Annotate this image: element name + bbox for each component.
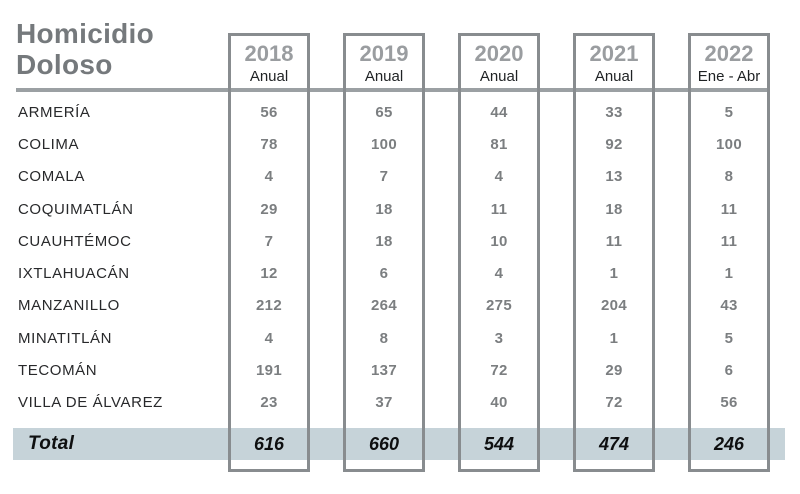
column-year: 2020 bbox=[474, 41, 524, 66]
total-value: 544 bbox=[483, 434, 515, 454]
cell-value: 4 bbox=[264, 168, 274, 185]
row-label: COQUIMATLÁN bbox=[18, 201, 134, 218]
cell-value: 78 bbox=[260, 136, 278, 153]
cell-value: 10 bbox=[490, 233, 508, 250]
row-label: TECOMÁN bbox=[18, 362, 98, 379]
cell-value: 4 bbox=[494, 265, 504, 282]
cell-value: 1 bbox=[609, 265, 619, 282]
cell-value: 18 bbox=[375, 233, 393, 250]
column-year: 2021 bbox=[589, 41, 639, 66]
table-row-comala: COMALA 4 7 4 13 8 bbox=[0, 167, 800, 187]
cell-value: 72 bbox=[490, 362, 508, 379]
cell-value: 6 bbox=[724, 362, 734, 379]
cell-value: 8 bbox=[724, 168, 734, 185]
cell-value: 3 bbox=[494, 330, 504, 347]
cell-value: 4 bbox=[494, 168, 504, 185]
cell-value: 11 bbox=[720, 201, 738, 218]
cell-value: 29 bbox=[260, 201, 278, 218]
row-label: MANZANILLO bbox=[18, 297, 120, 314]
table-row-villa-de-alvarez: VILLA DE ÁLVAREZ 23 37 40 72 56 bbox=[0, 393, 800, 413]
row-label: MINATITLÁN bbox=[18, 330, 113, 347]
cell-value: 5 bbox=[724, 104, 734, 121]
cell-value: 191 bbox=[256, 362, 282, 379]
cell-value: 81 bbox=[490, 136, 508, 153]
row-label: VILLA DE ÁLVAREZ bbox=[18, 394, 163, 411]
table-row-minatitlan: MINATITLÁN 4 8 3 1 5 bbox=[0, 329, 800, 349]
cell-value: 7 bbox=[264, 233, 274, 250]
cell-value: 56 bbox=[720, 394, 738, 411]
column-box-2018: 2018 Anual bbox=[228, 33, 310, 472]
cell-value: 100 bbox=[371, 136, 397, 153]
cell-value: 18 bbox=[605, 201, 623, 218]
table-row-tecoman: TECOMÁN 191 137 72 29 6 bbox=[0, 361, 800, 381]
total-value: 246 bbox=[713, 434, 745, 454]
cell-value: 1 bbox=[724, 265, 734, 282]
cell-value: 4 bbox=[264, 330, 274, 347]
column-year: 2022 bbox=[704, 41, 754, 66]
cell-value: 29 bbox=[605, 362, 623, 379]
column-period: Anual bbox=[364, 68, 404, 85]
cell-value: 5 bbox=[724, 330, 734, 347]
cell-value: 72 bbox=[605, 394, 623, 411]
cell-value: 11 bbox=[605, 233, 623, 250]
row-label: COMALA bbox=[18, 168, 85, 185]
cell-value: 44 bbox=[490, 104, 508, 121]
cell-value: 92 bbox=[605, 136, 623, 153]
row-label: ARMERÍA bbox=[18, 104, 91, 121]
row-label: CUAUHTÉMOC bbox=[18, 233, 132, 250]
table-total-row: Total 616 660 544 474 246 bbox=[0, 432, 800, 456]
cell-value: 33 bbox=[605, 104, 623, 121]
cell-value: 100 bbox=[716, 136, 742, 153]
cell-value: 11 bbox=[490, 201, 508, 218]
cell-value: 7 bbox=[379, 168, 389, 185]
column-period: Anual bbox=[594, 68, 634, 85]
total-highlight-band bbox=[13, 428, 785, 460]
cell-value: 6 bbox=[379, 265, 389, 282]
cell-value: 11 bbox=[720, 233, 738, 250]
row-label: COLIMA bbox=[18, 136, 80, 153]
cell-value: 275 bbox=[486, 297, 512, 314]
column-box-2021: 2021 Anual bbox=[573, 33, 655, 472]
cell-value: 8 bbox=[379, 330, 389, 347]
cell-value: 23 bbox=[260, 394, 278, 411]
column-period: Ene - Abr bbox=[697, 68, 761, 85]
cell-value: 137 bbox=[371, 362, 397, 379]
page-title: Homicidio Doloso bbox=[16, 18, 154, 80]
row-label: IXTLAHUACÁN bbox=[18, 265, 130, 282]
cell-value: 264 bbox=[371, 297, 397, 314]
table-row-colima: COLIMA 78 100 81 92 100 bbox=[0, 135, 800, 155]
column-year: 2019 bbox=[359, 41, 409, 66]
column-box-2020: 2020 Anual bbox=[458, 33, 540, 472]
table-row-manzanillo: MANZANILLO 212 264 275 204 43 bbox=[0, 296, 800, 316]
cell-value: 40 bbox=[490, 394, 508, 411]
column-box-2022: 2022 Ene - Abr bbox=[688, 33, 770, 472]
header-divider-rule bbox=[16, 88, 768, 92]
table-row-ixtlahuacan: IXTLAHUACÁN 12 6 4 1 1 bbox=[0, 264, 800, 284]
cell-value: 13 bbox=[605, 168, 623, 185]
column-year: 2018 bbox=[244, 41, 294, 66]
total-value: 616 bbox=[253, 434, 285, 454]
cell-value: 212 bbox=[256, 297, 282, 314]
column-period: Anual bbox=[249, 68, 289, 85]
table-row-armeria: ARMERÍA 56 65 44 33 5 bbox=[0, 103, 800, 123]
total-value: 660 bbox=[368, 434, 400, 454]
cell-value: 56 bbox=[260, 104, 278, 121]
cell-value: 65 bbox=[375, 104, 393, 121]
column-box-2019: 2019 Anual bbox=[343, 33, 425, 472]
cell-value: 43 bbox=[720, 297, 738, 314]
cell-value: 1 bbox=[609, 330, 619, 347]
total-value: 474 bbox=[598, 434, 630, 454]
cell-value: 18 bbox=[375, 201, 393, 218]
page-title-line2: Doloso bbox=[16, 49, 113, 80]
cell-value: 37 bbox=[375, 394, 393, 411]
table-row-cuauhtemoc: CUAUHTÉMOC 7 18 10 11 11 bbox=[0, 232, 800, 252]
cell-value: 12 bbox=[260, 265, 278, 282]
page-title-line1: Homicidio bbox=[16, 18, 155, 49]
cell-value: 204 bbox=[601, 297, 627, 314]
table-row-coquimatlan: COQUIMATLÁN 29 18 11 18 11 bbox=[0, 200, 800, 220]
total-label: Total bbox=[28, 433, 75, 454]
column-period: Anual bbox=[479, 68, 519, 85]
